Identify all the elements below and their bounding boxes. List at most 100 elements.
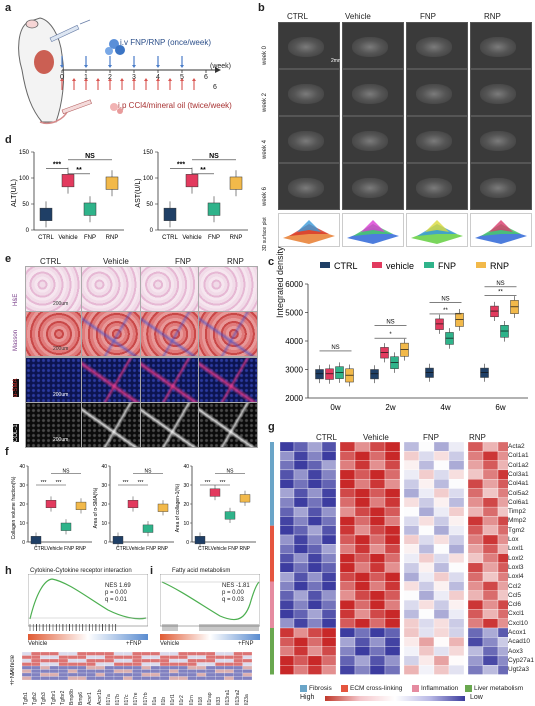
g-cell: [279, 469, 295, 480]
g-cell: [369, 655, 386, 666]
h-heat-cell: [113, 652, 124, 656]
g-cell: [321, 599, 337, 610]
g-cell: [497, 562, 508, 573]
h-heat-cell: [224, 676, 234, 681]
g-cell: [369, 469, 386, 480]
h-heat-cell: [67, 665, 78, 670]
d-box: [61, 174, 75, 188]
h-heat-cell: [104, 652, 115, 656]
g-cell: [279, 442, 295, 452]
g-cell: [433, 599, 450, 610]
d-ytick: 100: [143, 176, 154, 182]
nanoparticle-icon: [105, 39, 125, 55]
g-cell: [433, 655, 450, 666]
g-cell: [307, 590, 323, 601]
h-heat-cell: [242, 655, 253, 660]
d-ylabel: AST(U/L): [135, 178, 142, 207]
g-cell: [433, 665, 450, 675]
week-tick-0: 0: [60, 74, 64, 81]
h-heat-cell: [86, 655, 96, 660]
h-heat-cell: [196, 676, 207, 681]
g-cell: [321, 572, 337, 582]
g-cell: [403, 618, 420, 629]
b-col-rnp: RNP: [484, 12, 501, 21]
e-row-label: Masson: [13, 329, 19, 351]
g-cell: [293, 506, 309, 517]
f-box: [224, 511, 236, 520]
h-heat-cell: [233, 676, 243, 681]
g-cell: [418, 451, 435, 461]
g-gene-label: Ccl6: [508, 601, 522, 609]
g-cell: [369, 442, 386, 452]
g-cell: [497, 572, 508, 582]
g-cell: [354, 627, 371, 638]
i-p: p = 0.00: [222, 590, 244, 596]
g-cell: [279, 488, 295, 498]
h-heat-cell: [104, 676, 115, 681]
g-cell: [293, 590, 309, 601]
h-heat-cell: [215, 652, 225, 656]
h-heat-cell: [196, 665, 207, 670]
h-heat-cell: [178, 669, 188, 674]
h-heat-cell: [77, 672, 87, 677]
histology-image: [198, 357, 258, 403]
g-cell: [339, 516, 356, 526]
g-cell: [293, 646, 309, 657]
g-cell: [384, 534, 401, 545]
g-cell: [467, 460, 484, 471]
g-cell: [482, 544, 499, 554]
g-cell: [467, 572, 484, 582]
e-col-ctrl: CTRL: [40, 257, 61, 266]
g-cell: [339, 479, 356, 489]
ultrasound-image: [470, 163, 532, 210]
d-ytick: 150: [143, 150, 154, 156]
g-gene-label: Col5a2: [508, 489, 529, 497]
g-cell: [321, 451, 337, 461]
g-cell: [482, 534, 499, 545]
histology-image: [25, 402, 82, 448]
g-cell: [279, 637, 295, 647]
g-cell: [279, 646, 295, 657]
g-cell: [321, 516, 337, 526]
c-box: [370, 369, 379, 380]
g-cell: [307, 637, 323, 647]
g-cell: [369, 572, 386, 582]
g-cell: [293, 572, 309, 582]
g-cell: [467, 599, 484, 610]
g-cell: [482, 655, 499, 666]
g-cell: [418, 534, 435, 545]
g-cell: [448, 590, 465, 601]
gene-heatmap: [270, 442, 508, 675]
g-gene-label: Tgm2: [508, 526, 525, 534]
h-heat-cell: [178, 665, 188, 670]
h-heat-cell: [67, 652, 78, 656]
h-heat-cell: [187, 662, 197, 667]
ultrasound-image: [470, 116, 532, 163]
week-tick-3: 3: [132, 74, 136, 81]
g-gene-label: Col3a1: [508, 470, 529, 478]
d-box: [185, 174, 199, 188]
g-cell: [339, 590, 356, 601]
g-legend-label: Liver metabolism: [474, 685, 524, 692]
g-cell: [384, 646, 401, 657]
h-heat-cell: [77, 658, 87, 663]
i-nes: NES -1.81: [222, 583, 250, 589]
g-cell: [339, 665, 356, 675]
d-sig: **: [76, 167, 82, 174]
h-heat-cell: [215, 669, 225, 674]
d-sig: **: [200, 167, 206, 174]
g-cell: [369, 497, 386, 508]
e-scale-bar: 200um: [53, 392, 69, 398]
h-heat-cell: [141, 662, 151, 667]
h-heat-cell: [58, 662, 69, 667]
f-ytick: 10: [101, 521, 107, 527]
e-row-label: α-SMA: [13, 378, 19, 397]
g-gene-label: Ccl2: [508, 582, 522, 590]
g-cell: [369, 488, 386, 498]
h-heat-cell: [104, 669, 115, 674]
e-scale-bar: 200um: [53, 301, 69, 307]
g-cell: [293, 637, 309, 647]
week-unit: (week): [210, 63, 232, 70]
g-cell: [293, 599, 309, 610]
h-gene-label: Acvr1b: [96, 689, 103, 705]
